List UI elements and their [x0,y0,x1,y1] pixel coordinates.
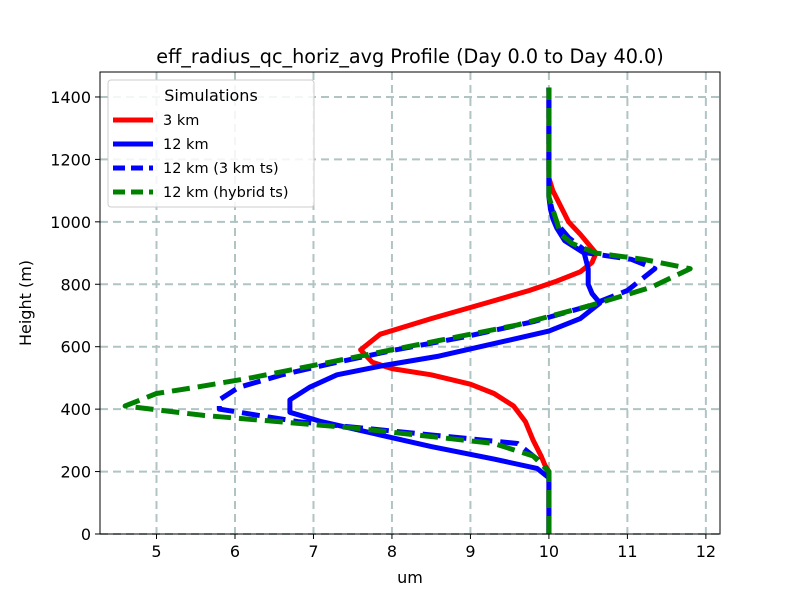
x-tick-label: 8 [387,542,397,561]
grid-layer [100,72,720,535]
legend-box [107,79,315,208]
series-layer [122,87,693,534]
x-tick-label: 12 [696,542,716,561]
plot-frame [99,71,721,535]
x-tick-label: 5 [151,542,161,561]
y-tick-label: 600 [60,338,91,357]
y-tick-label: 1200 [50,150,91,169]
y-axis-label: Height (m) [16,260,35,346]
tick-layer: 5 6 7 8 9 10 11 12 0 200 400 600 800 1000 1200 1400 [50,88,716,561]
series-line-3 [122,87,693,534]
legend-label-3: 12 km (hybrid ts) [163,185,289,201]
chart-title: eff_radius_qc_horiz_avg Profile (Day 0.0… [156,45,663,68]
legend: Simulations 3 km 12 km 12 km (3 km ts) 12 k… [107,79,315,208]
x-tick-label: 11 [617,542,637,561]
x-tick-label: 9 [465,542,475,561]
x-axis-label: um [397,568,423,587]
legend-label-0: 3 km [163,113,199,129]
x-tick-label: 7 [308,542,318,561]
y-tick-label: 0 [81,525,91,544]
y-tick-label: 1400 [50,88,91,107]
y-tick-label: 400 [60,400,91,419]
y-tick-label: 1000 [50,213,91,232]
x-tick-label: 10 [539,542,559,561]
legend-title: Simulations [164,86,258,105]
legend-entries: 3 km 12 km 12 km (3 km ts) 12 km (hybrid ts… [113,113,289,201]
legend-label-1: 12 km [163,137,209,153]
y-tick-label: 800 [60,275,91,294]
series-line-0 [358,87,599,534]
y-tick-label: 200 [60,463,91,482]
x-tick-label: 6 [230,542,240,561]
legend-label-2: 12 km (3 km ts) [163,161,279,177]
